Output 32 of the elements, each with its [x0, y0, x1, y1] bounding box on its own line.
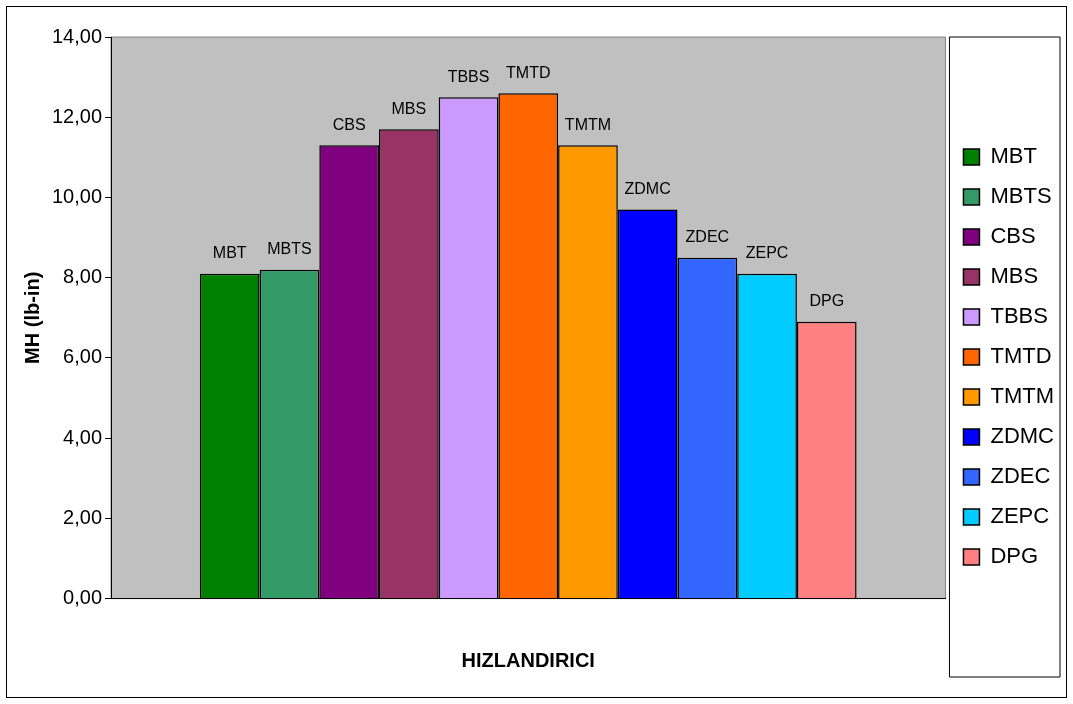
y-axis-title: MH (lb-in) — [20, 271, 43, 364]
y-tick-label: 0,00 — [63, 586, 103, 609]
y-tick-label: 2,00 — [63, 505, 103, 528]
y-tick-label: 10,00 — [51, 184, 103, 207]
text: ZDEC — [685, 228, 730, 246]
text: MBTS — [267, 240, 312, 258]
legend-label: ZDMC — [990, 423, 1055, 449]
legend-label: TMTM — [990, 383, 1054, 409]
x-axis-title: HIZLANDIRICI — [461, 648, 595, 671]
y-tick-label: 14,00 — [51, 24, 103, 47]
text: TMTD — [506, 63, 551, 81]
y-tick-label: 12,00 — [51, 104, 103, 127]
legend-label: TMTD — [990, 343, 1052, 369]
text: ZDMC — [624, 179, 671, 197]
text: CBS — [332, 115, 366, 133]
text: TMTM — [564, 115, 612, 133]
text: MBT — [212, 244, 247, 262]
text: ZEPC — [745, 244, 789, 262]
y-tick-label: 8,00 — [63, 265, 103, 288]
legend-label: ZEPC — [990, 503, 1050, 529]
legend-label: MBS — [990, 263, 1039, 289]
text: TBBS — [447, 67, 490, 85]
text: DPG — [809, 292, 845, 310]
legend-label: MBTS — [990, 183, 1052, 209]
y-tick-label: 4,00 — [63, 425, 103, 448]
legend-label: ZDEC — [990, 463, 1051, 489]
y-tick-label: 6,00 — [63, 345, 103, 368]
legend-label: TBBS — [990, 303, 1048, 329]
text: MBS — [391, 99, 427, 117]
legend-label: MBT — [990, 143, 1037, 169]
legend-label: CBS — [990, 223, 1036, 249]
legend-label: DPG — [990, 543, 1039, 569]
